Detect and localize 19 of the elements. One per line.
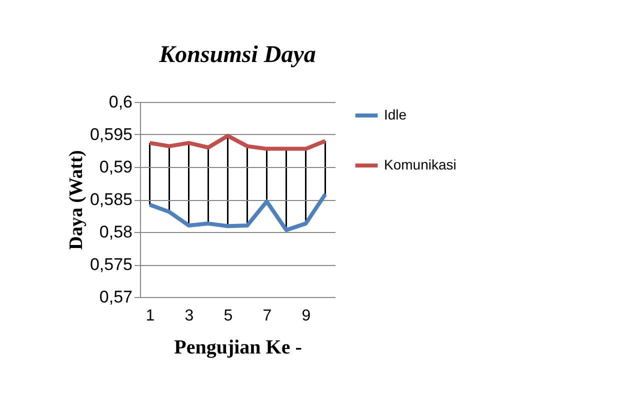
line-series bbox=[148, 192, 328, 232]
x-tick-label: 5 bbox=[224, 308, 233, 324]
x-axis-title: Pengujian Ke - bbox=[174, 336, 302, 358]
legend-label: Idle bbox=[384, 106, 407, 122]
y-tick-label: 0,59 bbox=[99, 158, 132, 176]
y-tick-label: 0,57 bbox=[99, 288, 132, 306]
x-tick-label: 9 bbox=[302, 308, 311, 324]
y-tick-label: 0,6 bbox=[108, 92, 132, 112]
legend-label: Komunikasi bbox=[384, 156, 456, 172]
y-tick-label: 0,595 bbox=[90, 125, 132, 144]
y-tick-label: 0,575 bbox=[90, 255, 132, 274]
y-axis-title: Daya (Watt) bbox=[66, 150, 87, 250]
x-tick-label: 3 bbox=[184, 308, 194, 324]
y-tick-label: 0,585 bbox=[90, 190, 132, 209]
x-tick-label: 7 bbox=[262, 308, 272, 324]
y-tick-label: 0,58 bbox=[99, 222, 132, 242]
x-tick-label: 1 bbox=[146, 308, 155, 324]
chart-title: Konsumsi Daya bbox=[158, 42, 316, 68]
line-series bbox=[148, 134, 328, 151]
